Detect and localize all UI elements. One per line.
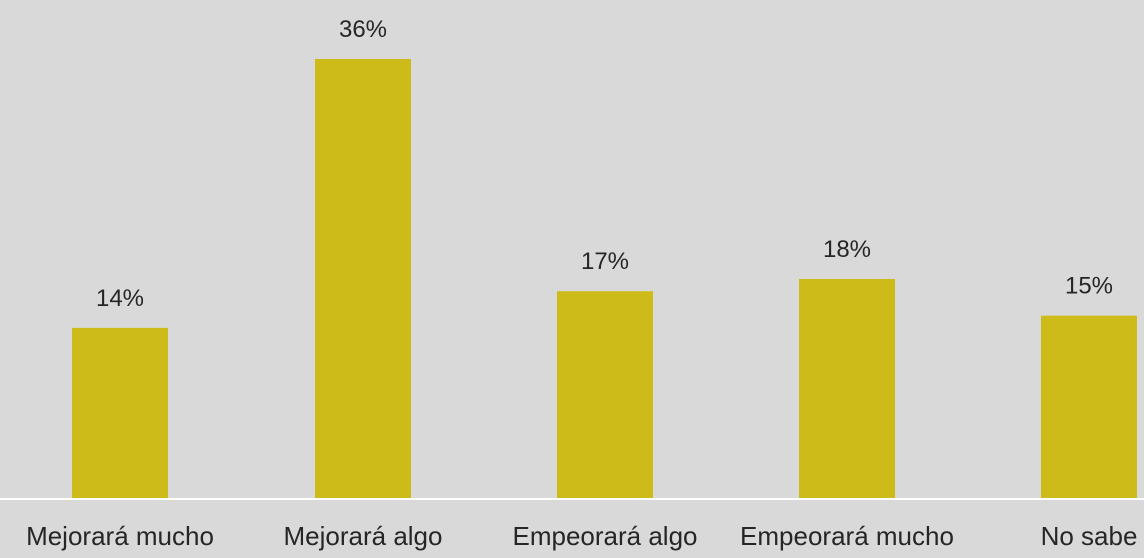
data-label-mejorara-algo: 36% xyxy=(339,16,387,43)
data-label-empeorara-algo: 17% xyxy=(581,248,629,275)
bars-group xyxy=(72,59,1137,499)
x-tick-label-mejorara-algo: Mejorará algo xyxy=(284,521,443,551)
data-label-no-sabe: 15% xyxy=(1065,273,1113,300)
bar-mejorara-algo xyxy=(315,59,411,499)
x-tick-label-empeorara-mucho: Empeorará mucho xyxy=(740,521,954,551)
x-tick-labels-group: Mejorará mucho Mejorará algo Empeorará alg… xyxy=(26,521,1137,551)
x-tick-label-no-sabe: No sabe xyxy=(1041,521,1138,551)
data-label-mejorara-mucho: 14% xyxy=(96,285,144,312)
x-tick-label-empeorara-algo: Empeorará algo xyxy=(513,521,698,551)
data-label-empeorara-mucho: 18% xyxy=(823,236,871,263)
bar-empeorara-algo xyxy=(557,291,653,499)
x-tick-label-mejorara-mucho: Mejorará mucho xyxy=(26,521,214,551)
data-labels-group: 14% 36% 17% 18% 15% xyxy=(96,16,1113,312)
bar-mejorara-mucho xyxy=(72,327,168,499)
bar-no-sabe xyxy=(1041,315,1137,499)
bar-empeorara-mucho xyxy=(799,279,895,499)
